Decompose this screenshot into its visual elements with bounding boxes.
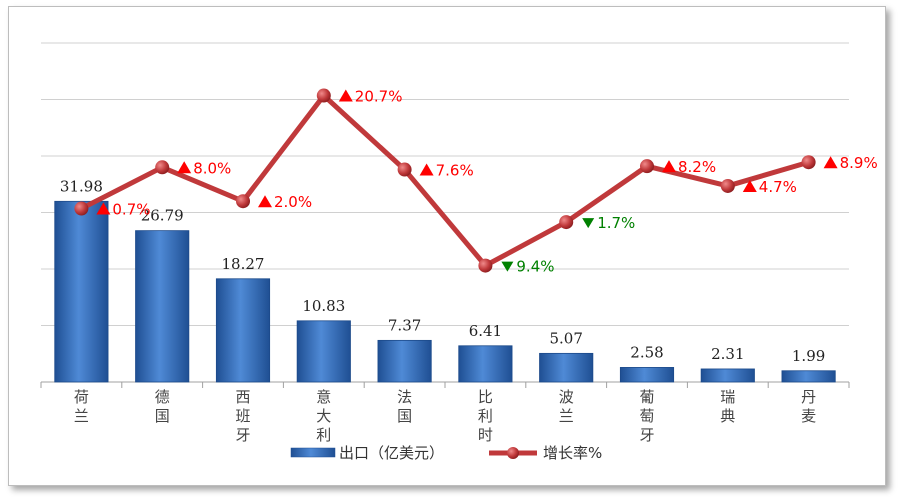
growth-value-label: 8.2%	[678, 158, 716, 176]
x-tick-label: 西班牙	[235, 388, 250, 444]
up-triangle-icon	[662, 160, 676, 173]
line-point	[559, 215, 574, 230]
down-triangle-icon	[582, 218, 595, 229]
bar	[781, 370, 836, 383]
bar	[296, 320, 351, 383]
up-triangle-icon	[258, 195, 272, 208]
line-point	[236, 194, 250, 209]
up-triangle-icon	[177, 161, 192, 174]
growth-label-up: 8.9%	[823, 154, 878, 172]
data-labels: 31.98 26.79 18.27 10.83 7.37 6.41 5.07 2.58 2.31…	[60, 88, 878, 365]
x-tick-label: 瑞典	[720, 388, 735, 425]
bar-value-label: 1.99	[792, 347, 825, 365]
down-triangle-icon	[501, 261, 514, 272]
line-point	[155, 160, 170, 175]
growth-label-up: 20.7%	[338, 88, 403, 106]
growth-value-label: 2.0%	[274, 193, 312, 211]
legend-line-marker	[507, 447, 519, 459]
growth-value-label: 9.4%	[516, 258, 554, 276]
line-point	[397, 162, 412, 177]
bar	[215, 278, 271, 383]
line-point	[74, 201, 89, 216]
growth-label-down: 9.4%	[501, 258, 555, 276]
chart: 荷兰 德国 西班牙 意大利 法国 比利时 波兰 葡萄牙 瑞典 丹麦 31.98 26.79 18.27…	[40, 42, 878, 462]
up-triangle-icon	[96, 202, 111, 215]
growth-line	[80, 93, 810, 269]
growth-value-label: 7.6%	[436, 162, 474, 180]
legend: 出口（亿美元） 增长率%	[290, 444, 602, 462]
growth-value-label: 8.9%	[840, 154, 878, 172]
line-point	[801, 155, 816, 170]
legend-line-label: 增长率%	[543, 444, 602, 462]
legend-bar-label: 出口（亿美元）	[339, 444, 444, 462]
x-tick-label: 比利时	[478, 388, 493, 444]
up-triangle-icon	[823, 156, 838, 169]
line-point	[720, 178, 735, 193]
growth-label-up: 4.7%	[742, 178, 797, 196]
bar-value-label: 2.31	[711, 345, 744, 363]
bar	[619, 367, 675, 383]
bar	[700, 368, 755, 383]
bar	[458, 345, 513, 383]
x-tick-label: 德国	[155, 388, 170, 425]
line-point	[316, 88, 331, 103]
up-triangle-icon	[419, 163, 434, 176]
bar-value-label: 5.07	[549, 329, 582, 347]
bar	[539, 352, 594, 383]
x-tick-label: 波兰	[559, 388, 574, 425]
x-tick-label: 葡萄牙	[639, 388, 654, 444]
bar	[377, 339, 432, 383]
growth-label-up: 8.2%	[662, 158, 716, 176]
bar	[135, 230, 190, 383]
bar-value-label: 2.58	[630, 343, 663, 361]
bar-value-label: 31.98	[60, 177, 103, 195]
bar-value-label: 7.37	[388, 316, 421, 334]
x-tick-label: 法国	[397, 388, 412, 425]
line-point	[640, 159, 654, 174]
bar	[54, 200, 109, 383]
x-tick-label: 荷兰	[74, 388, 89, 425]
growth-value-label: 8.0%	[193, 159, 231, 177]
x-tick-label: 意大利	[316, 388, 331, 444]
growth-value-label: 1.7%	[597, 214, 635, 232]
legend-bar-swatch	[290, 447, 336, 458]
up-triangle-icon	[338, 89, 353, 102]
bar-series	[54, 200, 836, 383]
bar-value-label: 6.41	[469, 322, 502, 340]
growth-label-up: 0.7%	[96, 201, 151, 219]
chart-frame: 荷兰 德国 西班牙 意大利 法国 比利时 波兰 葡萄牙 瑞典 丹麦 31.98 26.79 18.27…	[8, 6, 886, 486]
bar-value-label: 10.83	[302, 297, 345, 315]
up-triangle-icon	[742, 179, 757, 192]
growth-label-up: 7.6%	[419, 162, 474, 180]
growth-value-label: 0.7%	[112, 201, 150, 219]
bar-value-label: 18.27	[222, 255, 265, 273]
growth-label-up: 2.0%	[258, 193, 312, 211]
growth-value-label: 4.7%	[759, 178, 797, 196]
bar-value-label: 26.79	[141, 207, 184, 225]
x-axis: 荷兰 德国 西班牙 意大利 法国 比利时 波兰 葡萄牙 瑞典 丹麦	[40, 382, 850, 444]
growth-label-up: 8.0%	[177, 159, 231, 177]
growth-label-down: 1.7%	[582, 214, 635, 232]
line-series	[74, 88, 816, 273]
x-tick-label: 丹麦	[801, 388, 816, 425]
growth-value-label: 20.7%	[355, 88, 403, 106]
line-point	[478, 258, 493, 273]
